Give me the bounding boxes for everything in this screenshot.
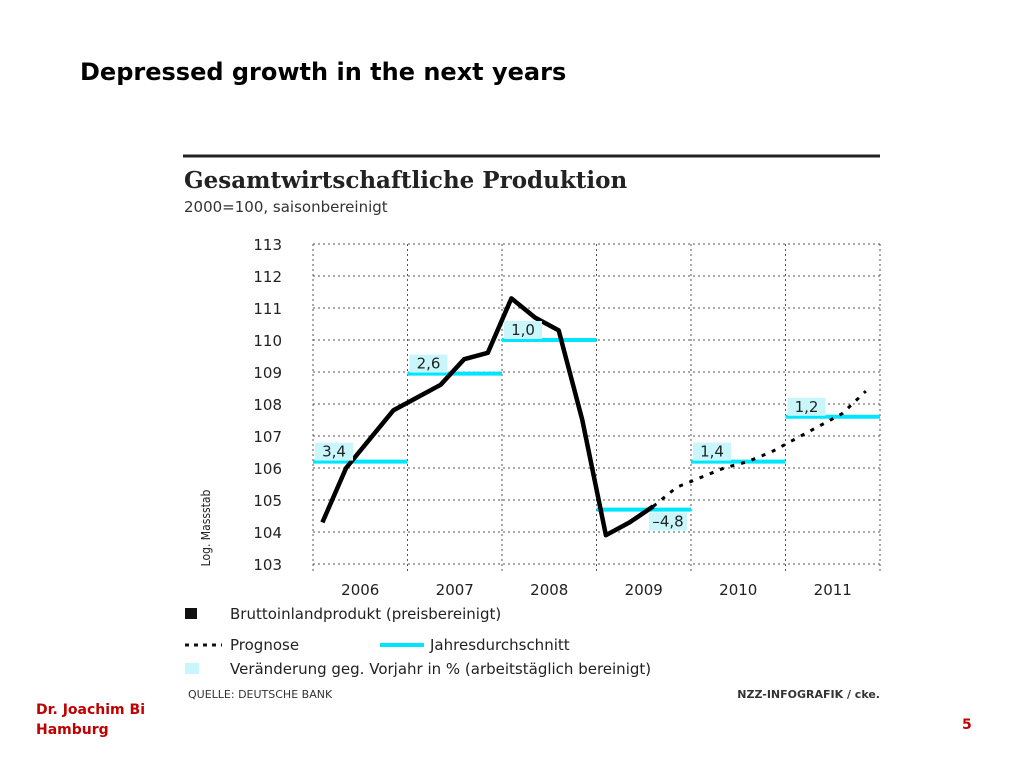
- annual-change-box: [693, 442, 731, 461]
- x-tick-label: 2008: [530, 581, 568, 599]
- annual-change-box: [504, 321, 542, 339]
- series-layer: [320, 296, 867, 538]
- y-tick-label: 107: [253, 428, 282, 446]
- annual-change-label: –4,8: [652, 513, 683, 531]
- page-number: 5: [962, 717, 972, 733]
- annual-change-box: [409, 354, 448, 373]
- legend-label-gdp: Bruttoinlandprodukt (preisbereinigt): [230, 605, 501, 623]
- y-tick-label: 112: [253, 268, 282, 286]
- y-tick-label: 105: [253, 492, 282, 510]
- slide-title: Depressed growth in the next years: [80, 58, 567, 86]
- legend-label-change: Veränderung geg. Vorjahr in % (arbeitstä…: [230, 660, 651, 678]
- annual-change-labels: 3,4 2,6 1,0 –4,8 1,4 1,2: [315, 321, 826, 531]
- x-tick-label: 2006: [341, 581, 379, 599]
- legend-swatch-gdp: [185, 608, 197, 619]
- chart-title: Gesamtwirtschaftliche Produktion: [184, 167, 627, 194]
- x-tick-label: 2010: [719, 581, 757, 599]
- annual-change-box: [649, 512, 687, 531]
- annual-change-label: 1,0: [511, 321, 535, 339]
- production-chart: Gesamtwirtschaftliche Produktion 2000=10…: [183, 154, 881, 701]
- x-tick-label: 2007: [436, 581, 474, 599]
- annual-change-box: [787, 397, 826, 416]
- annual-change-label: 3,4: [322, 443, 346, 461]
- y-tick-label: 108: [253, 396, 282, 414]
- footer-author-line2: Hamburg: [36, 722, 109, 738]
- y-tick-label: 103: [253, 556, 282, 574]
- y-tick-labels: 103 104 105 106 107 108 109 110 111 112 113: [253, 236, 282, 574]
- legend-swatch-change: [185, 663, 199, 674]
- y-tick-label: 113: [253, 236, 282, 254]
- y-tick-label: 106: [253, 460, 282, 478]
- y-tick-label: 110: [253, 332, 282, 350]
- chart-subtitle: 2000=100, saisonbereinigt: [184, 198, 388, 216]
- gdp-line: [320, 296, 655, 538]
- chart-credit: NZZ-INFOGRAFIK / cke.: [737, 688, 880, 701]
- annual-average-layer: [313, 338, 880, 512]
- x-tick-label: 2009: [625, 581, 663, 599]
- legend-label-average: Jahresdurchschnitt: [429, 636, 570, 654]
- x-tick-labels: 2006 2007 2008 2009 2010 2011: [341, 581, 852, 599]
- annual-change-label: 1,4: [700, 443, 724, 461]
- y-tick-label: 104: [253, 524, 282, 542]
- chart-panel: Gesamtwirtschaftliche Produktion 2000=10…: [180, 148, 882, 710]
- x-tick-label: 2011: [814, 581, 852, 599]
- footer-author-line1: Dr. Joachim Bi: [36, 702, 145, 718]
- chart-source: QUELLE: DEUTSCHE BANK: [188, 688, 333, 701]
- y-tick-label: 109: [253, 364, 282, 382]
- annual-change-label: 2,6: [417, 355, 441, 373]
- y-tick-label: 111: [253, 300, 282, 318]
- legend-label-forecast: Prognose: [230, 636, 299, 654]
- forecast-line: [652, 390, 867, 508]
- legend: Bruttoinlandprodukt (preisbereinigt) Pro…: [185, 605, 651, 678]
- y-axis-label: Log. Massstab: [199, 490, 213, 567]
- footer-author: Dr. Joachim Bi Hamburg: [36, 700, 176, 740]
- annual-change-box: [315, 442, 353, 461]
- annual-change-label: 1,2: [795, 398, 819, 416]
